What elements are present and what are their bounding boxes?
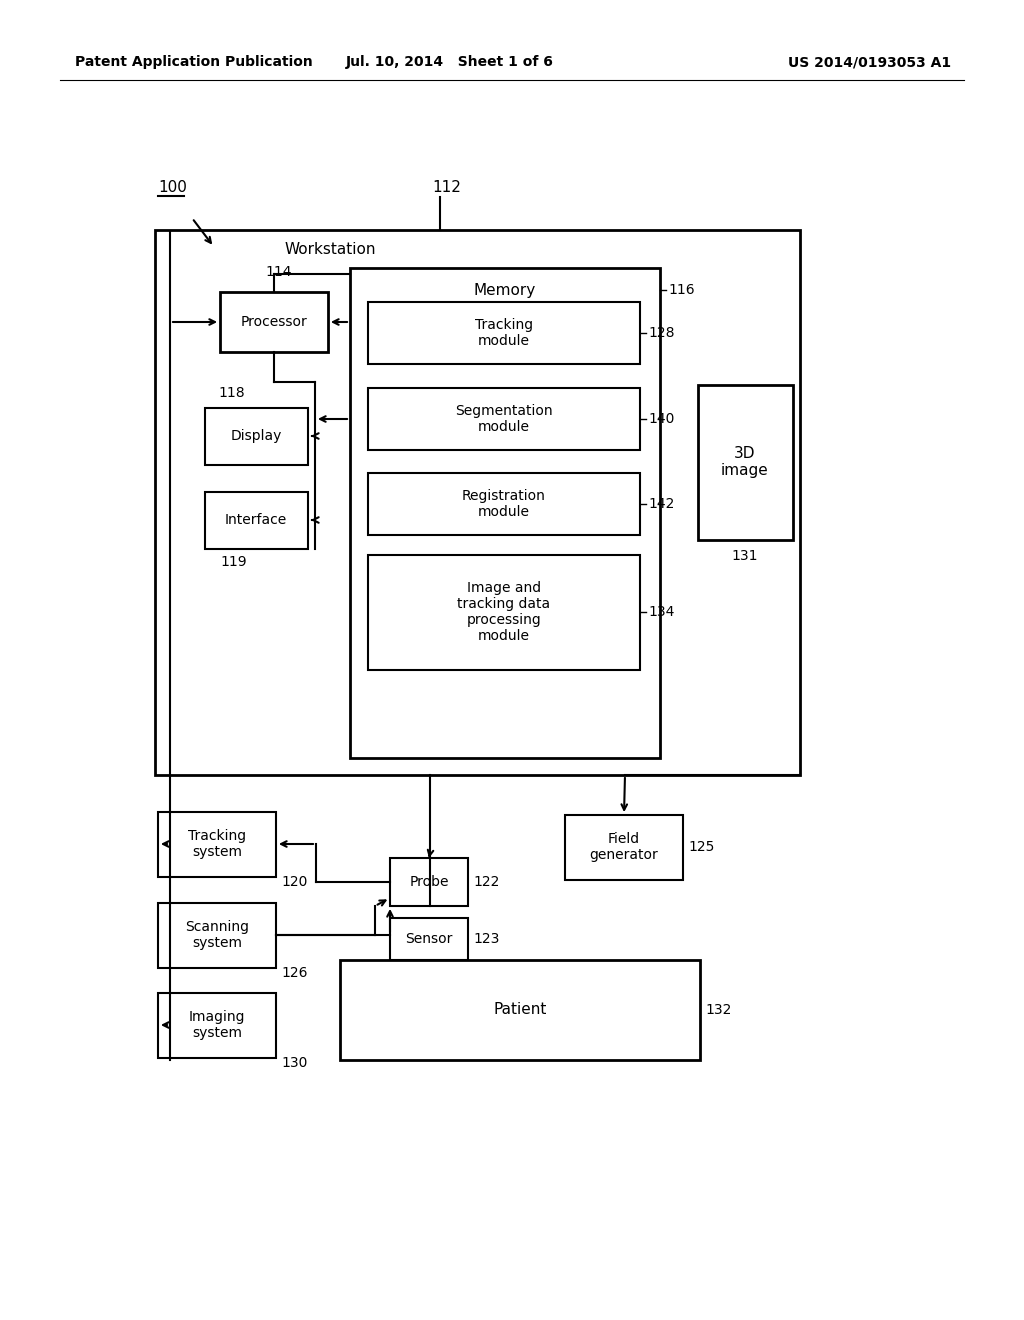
Bar: [158, 993, 276, 1059]
Bar: [368, 302, 640, 364]
Text: 142: 142: [648, 498, 675, 511]
Bar: [155, 230, 800, 775]
Text: Imaging
system: Imaging system: [188, 1010, 246, 1040]
Text: US 2014/0193053 A1: US 2014/0193053 A1: [788, 55, 951, 69]
Bar: [390, 858, 468, 906]
Bar: [220, 292, 328, 352]
Bar: [205, 492, 308, 549]
Bar: [340, 960, 700, 1060]
Text: Display: Display: [230, 429, 282, 444]
Bar: [158, 812, 276, 876]
Text: 116: 116: [668, 282, 694, 297]
Text: Field
generator: Field generator: [590, 832, 658, 862]
Text: 3D
image: 3D image: [721, 446, 769, 478]
Bar: [368, 388, 640, 450]
Text: 100: 100: [158, 181, 186, 195]
Bar: [205, 408, 308, 465]
Text: Patent Application Publication: Patent Application Publication: [75, 55, 312, 69]
Text: Registration
module: Registration module: [462, 488, 546, 519]
Bar: [368, 554, 640, 671]
Bar: [368, 473, 640, 535]
Text: 114: 114: [266, 265, 292, 279]
Text: Patient: Patient: [494, 1002, 547, 1018]
Text: Jul. 10, 2014   Sheet 1 of 6: Jul. 10, 2014 Sheet 1 of 6: [346, 55, 554, 69]
Text: Probe: Probe: [410, 875, 449, 888]
Text: 123: 123: [473, 932, 500, 946]
Text: Scanning
system: Scanning system: [185, 920, 249, 950]
Text: 120: 120: [281, 875, 307, 888]
Text: Interface: Interface: [225, 513, 287, 527]
Text: 130: 130: [281, 1056, 307, 1071]
Bar: [158, 903, 276, 968]
Text: 118: 118: [218, 385, 245, 400]
Text: 134: 134: [648, 605, 675, 619]
Bar: [390, 917, 468, 960]
Text: 112: 112: [432, 181, 461, 195]
Text: Memory: Memory: [474, 282, 537, 297]
Text: 131: 131: [732, 549, 758, 564]
Text: Processor: Processor: [241, 315, 307, 329]
Text: 140: 140: [648, 412, 675, 426]
Text: Workstation: Workstation: [285, 243, 376, 257]
Text: Segmentation
module: Segmentation module: [456, 404, 553, 434]
Text: 132: 132: [705, 1003, 731, 1016]
Text: 119: 119: [220, 554, 247, 569]
Bar: [350, 268, 660, 758]
Text: Tracking
system: Tracking system: [188, 829, 246, 859]
Bar: [698, 385, 793, 540]
Text: Image and
tracking data
processing
module: Image and tracking data processing modul…: [458, 581, 551, 643]
Text: 122: 122: [473, 875, 500, 888]
Text: 125: 125: [688, 840, 715, 854]
Bar: [565, 814, 683, 880]
Text: Tracking
module: Tracking module: [475, 318, 534, 348]
Text: 128: 128: [648, 326, 675, 341]
Text: 126: 126: [281, 966, 307, 979]
Text: Sensor: Sensor: [406, 932, 453, 946]
